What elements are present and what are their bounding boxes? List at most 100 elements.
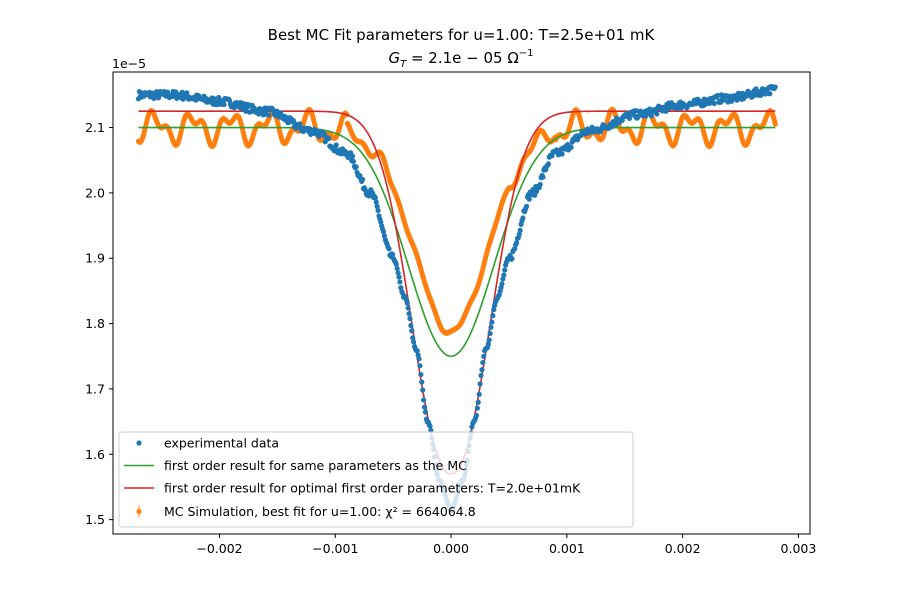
experimental-point <box>407 316 413 322</box>
experimental-point <box>419 379 425 385</box>
experimental-point <box>421 397 427 403</box>
experimental-point <box>417 363 423 369</box>
experimental-point <box>517 227 523 234</box>
experimental-point <box>545 161 552 167</box>
experimental-point <box>408 322 414 329</box>
legend-label: first order result for optimal first ord… <box>164 481 581 496</box>
experimental-point <box>509 256 515 262</box>
experimental-point <box>406 311 412 317</box>
experimental-point <box>422 409 429 415</box>
experimental-point <box>489 319 495 325</box>
experimental-point <box>526 196 532 202</box>
x-tick-label: −0.001 <box>312 541 358 556</box>
experimental-point <box>626 115 633 122</box>
experimental-point <box>410 339 417 345</box>
experimental-point <box>386 246 392 252</box>
first-order-same-params-line <box>138 126 776 358</box>
experimental-point <box>486 337 492 343</box>
legend-marker-mc <box>136 508 142 515</box>
experimental-point <box>479 367 485 373</box>
experimental-point <box>418 371 424 378</box>
y-offset-label: 1e−5 <box>112 56 146 71</box>
experimental-point <box>500 276 506 282</box>
experimental-point <box>532 192 538 198</box>
experimental-point <box>410 335 416 341</box>
experimental-point <box>502 267 508 273</box>
experimental-point <box>380 229 387 235</box>
experimental-point <box>421 404 428 410</box>
experimental-point <box>179 89 185 95</box>
experimental-point <box>643 113 649 119</box>
experimental-data-series <box>135 84 778 514</box>
experimental-point <box>390 251 396 258</box>
experimental-point <box>297 121 303 127</box>
experimental-point <box>491 307 497 313</box>
experimental-point <box>488 324 494 330</box>
experimental-point <box>476 391 482 397</box>
experimental-point <box>394 265 400 272</box>
experimental-point <box>478 372 484 379</box>
experimental-point <box>226 97 233 104</box>
experimental-point <box>397 279 403 285</box>
experimental-point <box>349 153 356 159</box>
experimental-point <box>409 328 415 334</box>
experimental-point <box>537 181 543 188</box>
experimental-point <box>523 203 530 209</box>
legend-label: MC Simulation, best fit for u=1.00: χ² =… <box>164 504 476 519</box>
subtitle-g: G <box>388 49 400 67</box>
chart-subtitle: GT = 2.1e − 05 Ω−1 <box>388 48 533 70</box>
chart-title: Best MC Fit parameters for u=1.00: T=2.5… <box>268 26 656 44</box>
axes: −0.002 −0.001 0.000 0.001 0.002 0.003 1.5 1.6 1.… <box>85 71 816 556</box>
experimental-point <box>516 231 522 237</box>
experimental-point <box>480 359 486 366</box>
experimental-point <box>395 270 401 276</box>
mc-point <box>772 121 778 127</box>
experimental-point <box>373 199 379 205</box>
subtitle-sup: −1 <box>519 48 534 59</box>
experimental-point <box>427 423 433 429</box>
experimental-point <box>767 91 773 97</box>
legend-box <box>118 431 634 528</box>
experimental-point <box>474 405 480 411</box>
legend-label: first order result for same parameters a… <box>164 458 467 473</box>
experimental-point <box>711 100 717 107</box>
experimental-point <box>375 207 381 214</box>
experimental-point <box>266 112 272 118</box>
experimental-point <box>359 176 366 183</box>
y-tick-label: 1.8 <box>85 316 105 331</box>
plot-area <box>135 84 778 514</box>
experimental-point <box>513 240 520 246</box>
y-tick-label: 1.7 <box>85 381 105 396</box>
experimental-point <box>372 195 378 201</box>
y-tick-label: 1.9 <box>85 251 105 266</box>
legend: experimental data first order result for … <box>118 431 634 528</box>
axes-frame <box>112 71 811 535</box>
experimental-point <box>414 348 420 354</box>
experimental-point <box>734 97 740 103</box>
experimental-point <box>350 158 357 164</box>
experimental-point <box>404 300 410 306</box>
experimental-point <box>540 174 546 180</box>
y-tick-label: 1.6 <box>85 447 105 462</box>
experimental-point <box>473 412 480 419</box>
experimental-point <box>326 135 332 142</box>
legend-marker-experimental <box>136 440 142 446</box>
x-tick-label: 0.000 <box>433 541 469 556</box>
experimental-point <box>499 281 505 287</box>
experimental-point <box>333 142 339 148</box>
experimental-point <box>420 387 426 393</box>
experimental-point <box>256 111 262 117</box>
y-tick-label: 2.0 <box>85 185 105 200</box>
experimental-point <box>393 261 399 267</box>
y-tick-label: 2.1 <box>85 120 105 135</box>
experimental-point <box>353 164 359 170</box>
subtitle-sub: T <box>400 59 407 70</box>
experimental-point <box>648 113 654 119</box>
experimental-point <box>316 133 322 139</box>
experimental-point <box>568 144 574 151</box>
experimental-point <box>772 84 778 90</box>
legend-label: experimental data <box>164 436 279 451</box>
experimental-point <box>396 274 402 280</box>
